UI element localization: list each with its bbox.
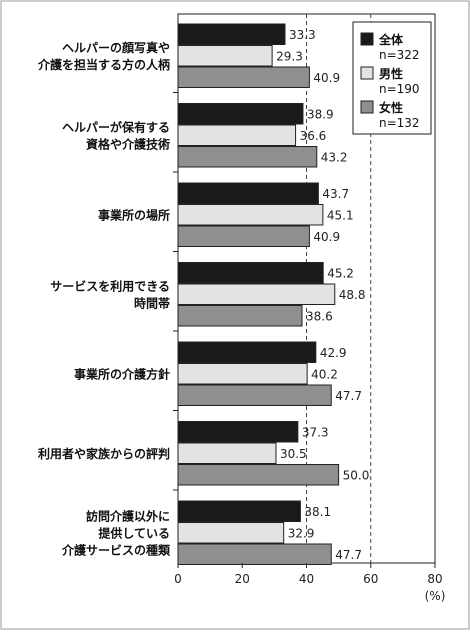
legend-swatch — [360, 100, 374, 114]
legend-sample-size: n=190 — [379, 82, 420, 96]
data-label: 40.2 — [311, 368, 338, 382]
category-label: 時間帯 — [134, 295, 170, 310]
data-label: 32.9 — [288, 527, 315, 541]
bar — [177, 45, 273, 67]
bar — [177, 103, 304, 125]
data-label: 29.3 — [276, 50, 303, 64]
legend-sample-size: n=322 — [379, 48, 420, 62]
bar — [177, 66, 310, 88]
category-label: 利用者や家族からの評判 — [38, 446, 170, 461]
bar — [177, 225, 310, 247]
data-label: 45.2 — [327, 267, 354, 281]
x-tick-label: 60 — [363, 572, 378, 586]
legend-label: 女性 — [379, 100, 403, 115]
x-tick-label: 0 — [174, 572, 182, 586]
bar — [177, 543, 332, 565]
data-label: 43.2 — [321, 151, 348, 165]
data-label: 38.1 — [304, 505, 331, 519]
legend-label: 男性 — [379, 66, 403, 81]
category-label: サービスを利用できる — [50, 278, 170, 293]
data-label: 40.9 — [313, 71, 340, 85]
bar — [177, 363, 308, 385]
x-tick-label: 40 — [299, 572, 314, 586]
bar — [177, 124, 297, 146]
data-label: 38.6 — [306, 310, 333, 324]
x-unit-label: (%) — [425, 589, 446, 603]
bar — [177, 421, 299, 443]
legend-swatch — [360, 32, 374, 46]
data-label: 37.3 — [302, 426, 329, 440]
data-label: 42.9 — [320, 346, 347, 360]
category-label: 事業所の介護方針 — [74, 366, 170, 381]
data-label: 40.9 — [313, 230, 340, 244]
data-label: 30.5 — [280, 447, 307, 461]
bar — [177, 341, 317, 363]
bar — [177, 384, 332, 406]
legend-label: 全体 — [378, 32, 404, 47]
category-label: 資格や介護技術 — [86, 136, 170, 151]
bar — [177, 204, 324, 226]
bar — [177, 442, 277, 464]
bar — [177, 23, 286, 45]
data-label: 45.1 — [327, 209, 354, 223]
category-label: 介護を担当する方の人柄 — [37, 57, 170, 72]
data-label: 36.6 — [300, 129, 327, 143]
bar — [177, 464, 340, 486]
category-label: 提供している — [98, 525, 170, 540]
data-label: 48.8 — [339, 288, 366, 302]
data-label: 33.3 — [289, 28, 316, 42]
category-label: 事業所の場所 — [98, 207, 170, 222]
category-label: ヘルパーの顔写真や — [62, 40, 170, 55]
bar — [177, 146, 318, 168]
bar — [177, 522, 285, 544]
bar — [177, 182, 319, 204]
bar — [177, 500, 301, 522]
x-tick-label: 20 — [235, 572, 250, 586]
category-label: ヘルパーが保有する — [62, 119, 170, 134]
data-label: 47.7 — [335, 389, 362, 403]
bar — [177, 262, 324, 284]
data-label: 47.7 — [335, 548, 362, 562]
legend-sample-size: n=132 — [379, 116, 420, 130]
data-label: 43.7 — [322, 187, 349, 201]
data-label: 50.0 — [343, 469, 370, 483]
category-label: 介護サービスの種類 — [61, 542, 171, 557]
category-label: 訪問介護以外に — [86, 508, 170, 523]
x-tick-label: 80 — [427, 572, 442, 586]
bar — [177, 305, 303, 327]
data-label: 38.9 — [307, 108, 334, 122]
bar — [177, 283, 336, 305]
legend-swatch — [360, 66, 374, 80]
